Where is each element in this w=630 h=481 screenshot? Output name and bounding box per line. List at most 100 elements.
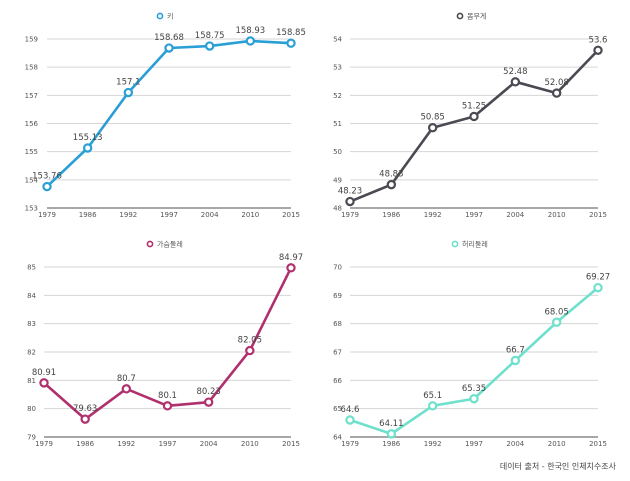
legend-marker-icon <box>456 12 464 20</box>
y-tick-label: 80 <box>27 405 36 413</box>
data-point <box>42 181 52 192</box>
data-point <box>82 143 93 153</box>
legend-label: 몸무게 <box>467 12 486 21</box>
data-label: 84.97 <box>279 253 303 263</box>
data-label: 153.76 <box>32 172 62 182</box>
x-tick-label: 2010 <box>241 211 259 219</box>
data-point <box>121 384 132 394</box>
data-label: 52.48 <box>503 67 527 77</box>
data-point <box>39 378 49 388</box>
data-point <box>203 397 214 407</box>
data-point <box>469 111 479 122</box>
y-tick-label: 52 <box>333 92 342 100</box>
data-label: 65.35 <box>462 384 486 394</box>
data-point <box>245 36 256 46</box>
data-point <box>510 355 521 366</box>
legend-label: 가슴둘레 <box>157 240 183 249</box>
x-tick-label: 2015 <box>589 440 607 448</box>
data-point <box>345 415 355 425</box>
data-point <box>204 41 215 51</box>
data-point <box>80 414 90 424</box>
y-tick-label: 159 <box>25 36 38 44</box>
data-label: 158.93 <box>235 26 265 36</box>
chart-panel-4: 64 65 66 67 68 69 70 1979 1986 1992 1997 2004 2010 20… <box>333 240 610 449</box>
y-tick-label: 53 <box>333 64 342 72</box>
x-tick-label: 2004 <box>200 440 218 448</box>
x-tick-label: 1979 <box>38 211 56 219</box>
y-tick-label: 153 <box>25 205 38 213</box>
y-tick-label: 156 <box>25 120 39 128</box>
x-tick-label: 2015 <box>282 211 300 219</box>
data-point <box>427 123 438 133</box>
data-label: 64.11 <box>379 419 403 429</box>
y-tick-label: 48 <box>333 205 342 213</box>
data-point <box>286 38 296 48</box>
x-tick-label: 1997 <box>465 440 483 448</box>
x-tick-label: 1986 <box>76 440 94 448</box>
y-tick-label: 66 <box>333 377 342 385</box>
y-tick-label: 64 <box>333 434 342 442</box>
data-point <box>123 87 134 98</box>
y-tick-label: 67 <box>333 349 342 357</box>
x-tick-label: 2010 <box>548 440 566 448</box>
data-label: 82.05 <box>238 336 262 346</box>
data-point <box>427 401 438 411</box>
y-tick-label: 68 <box>333 320 342 328</box>
x-tick-label: 1992 <box>119 211 137 219</box>
legend-marker-icon <box>451 240 459 248</box>
x-tick-label: 1986 <box>382 440 400 448</box>
y-tick-label: 84 <box>27 292 36 300</box>
y-tick-label: 82 <box>27 349 36 357</box>
x-tick-label: 1997 <box>160 211 178 219</box>
chart-panel-2: 48 49 50 51 52 53 54 1979 1986 1992 1997 2004 2010 20… <box>333 12 607 220</box>
data-label: 80.23 <box>196 387 220 397</box>
data-point <box>345 196 355 207</box>
y-tick-label: 155 <box>25 148 38 156</box>
data-label: 65.1 <box>423 391 442 401</box>
data-point <box>386 429 397 439</box>
chart-panel-1: 153 154 155 156 157 158 159 1979 1986 1992 1997 200… <box>25 12 306 220</box>
data-label: 52.08 <box>544 78 568 88</box>
data-point <box>386 179 397 190</box>
y-tick-label: 50 <box>333 148 342 156</box>
x-tick-label: 1979 <box>35 440 53 448</box>
data-label: 80.91 <box>32 368 56 378</box>
y-tick-label: 81 <box>27 377 36 385</box>
data-label: 66.7 <box>506 346 525 356</box>
data-point <box>551 317 562 327</box>
data-label: 155.13 <box>73 133 103 143</box>
x-tick-label: 1997 <box>465 211 483 219</box>
x-tick-label: 1979 <box>341 440 359 448</box>
data-label: 158.85 <box>276 28 306 38</box>
data-point <box>245 345 255 356</box>
data-point <box>510 77 521 87</box>
y-tick-label: 65 <box>333 405 342 413</box>
x-tick-label: 1997 <box>159 440 177 448</box>
chart-panel-3: 79 80 81 82 83 84 85 1979 1986 1992 1997 2004 2010 20… <box>27 240 303 449</box>
y-tick-label: 157 <box>25 92 38 100</box>
x-tick-label: 2004 <box>506 440 524 448</box>
x-tick-label: 1992 <box>424 211 442 219</box>
data-point <box>593 282 603 293</box>
series-line <box>46 39 292 188</box>
data-label: 64.6 <box>341 405 360 415</box>
y-tick-label: 49 <box>333 176 342 184</box>
y-tick-label: 51 <box>333 120 342 128</box>
y-tick-label: 154 <box>25 176 39 184</box>
x-tick-label: 1986 <box>382 211 400 219</box>
y-tick-label: 69 <box>333 292 342 300</box>
data-label: 51.25 <box>462 101 486 111</box>
data-label: 157.1 <box>116 78 140 88</box>
data-label: 53.6 <box>589 35 608 45</box>
x-tick-label: 1986 <box>79 211 97 219</box>
y-tick-label: 70 <box>333 264 342 272</box>
data-label: 80.7 <box>117 374 136 384</box>
x-tick-label: 2010 <box>241 440 259 448</box>
data-label: 48.83 <box>379 170 403 180</box>
data-label: 69.27 <box>586 273 610 283</box>
data-point <box>551 88 562 98</box>
data-label: 80.1 <box>158 391 177 401</box>
data-label: 50.85 <box>420 113 444 123</box>
data-point <box>469 394 479 404</box>
